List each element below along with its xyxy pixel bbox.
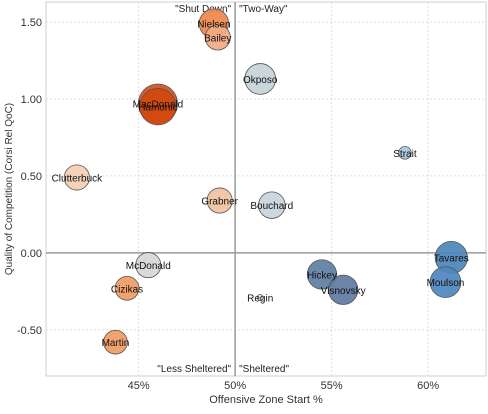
x-tick-label: 50% (224, 380, 246, 392)
bubble-bailey (204, 24, 231, 51)
bubble-label-okposo: Okposo (243, 75, 278, 86)
quadrant-label-bottom-left: "Less Sheltered" (157, 364, 231, 375)
bubble-label-mcdonald: McDonald (126, 261, 171, 272)
bubble-bouchard (258, 191, 286, 219)
bubble-label-bailey: Bailey (204, 33, 231, 44)
quadrant-label-bottom-right: "Sheltered" (239, 364, 289, 375)
bubble-okposo (244, 63, 277, 95)
bubble-mcdonald (135, 252, 162, 279)
bubble-cizikas (114, 275, 140, 301)
bubble-label-regin: Regin (247, 294, 273, 305)
bubble-label-moulson: Moulson (427, 278, 465, 289)
y-tick-label: 0.50 (21, 171, 42, 183)
bubble-hamonic (139, 88, 177, 126)
bubble-label-hickey: Hickey (307, 270, 337, 281)
bubble-label-nielsen: Nielsen (197, 20, 230, 31)
bubble-martin (103, 329, 128, 355)
y-tick-label: 1.00 (21, 94, 42, 106)
y-axis-title: Quality of Competition (Corsi Rel QoC) (4, 103, 15, 275)
x-tick-label: 45% (128, 380, 150, 392)
bubble-clutterbuck (63, 164, 90, 191)
bubble-label-visnovsky: Visnovsky (321, 286, 366, 297)
bubble-label-cizikas: Cizikas (111, 284, 143, 295)
bubble-label-strait: Strait (393, 149, 417, 160)
quadrant-label-top-right: "Two-Way" (239, 4, 288, 15)
quadrant-label-top-left: "Shut Down" (175, 4, 231, 15)
x-tick-label: 55% (321, 380, 343, 392)
y-tick-label: -0.50 (17, 325, 42, 337)
bubble-moulson (429, 266, 462, 298)
y-tick-label: 0.00 (21, 248, 42, 260)
bubble-label-bouchard: Bouchard (250, 201, 293, 212)
bubble-regin (256, 294, 264, 301)
bubble-label-clutterbuck: Clutterbuck (52, 173, 104, 184)
bubble-visnovsky (328, 274, 359, 305)
bubble-label-martin: Martin (102, 338, 130, 349)
plot-area (45, 1, 487, 377)
x-tick-label: 60% (417, 380, 439, 392)
bubble-label-tavares: Tavares (434, 253, 469, 264)
bubble-label-hamonic: Hamonic (138, 103, 177, 114)
x-axis-title: Offensive Zone Start % (209, 394, 323, 406)
bubble-grabner (206, 187, 233, 214)
y-tick-label: 1.50 (21, 17, 42, 29)
bubble-strait (398, 146, 412, 160)
bubble-label-macdonald: MacDonald (133, 100, 184, 111)
bubble-hickey (306, 259, 338, 290)
bubble-label-grabner: Grabner (201, 197, 238, 208)
